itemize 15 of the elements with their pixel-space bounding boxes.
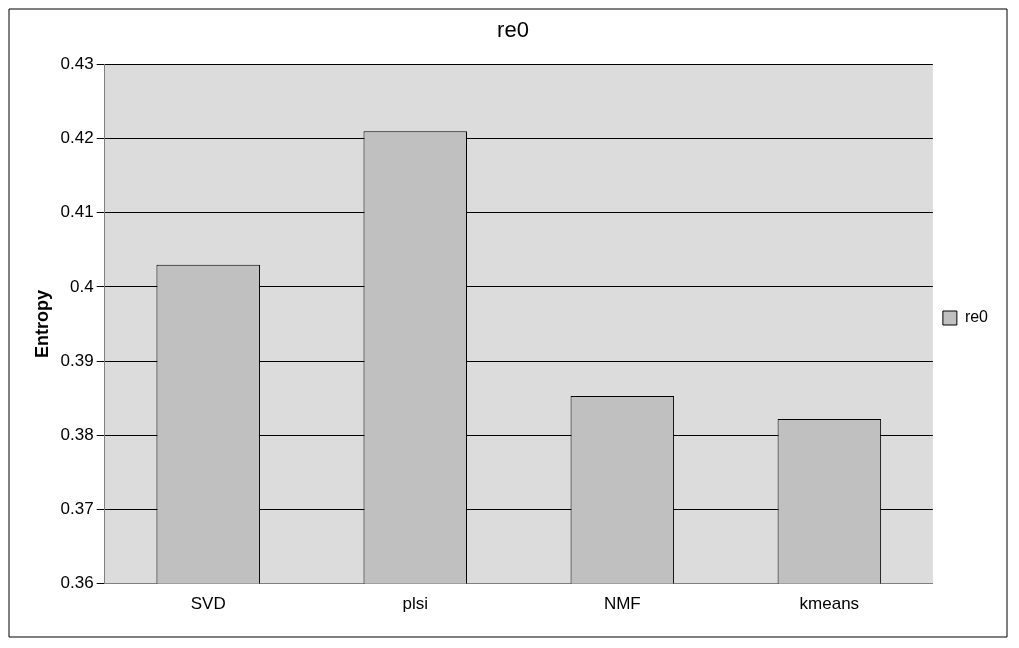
y-axis-title: Entropy	[31, 289, 52, 359]
x-tick-label: SVD	[190, 594, 226, 614]
y-tick-label: 0.37	[60, 499, 94, 519]
y-tick-label: 0.42	[60, 128, 94, 148]
y-tick-label: 0.4	[70, 276, 94, 296]
x-tick-label: plsi	[402, 594, 429, 614]
chart-title: re0	[497, 17, 529, 43]
legend-label: re0	[964, 308, 989, 326]
x-tick-label: NMF	[603, 594, 641, 614]
y-tick-label: 0.39	[60, 350, 94, 370]
y-tick-label: 0.43	[60, 54, 94, 74]
y-tick-label: 0.41	[60, 202, 94, 222]
x-tick-label: kmeans	[799, 594, 860, 614]
y-tick-label: 0.38	[60, 424, 94, 444]
y-tick-label: 0.36	[60, 573, 94, 593]
